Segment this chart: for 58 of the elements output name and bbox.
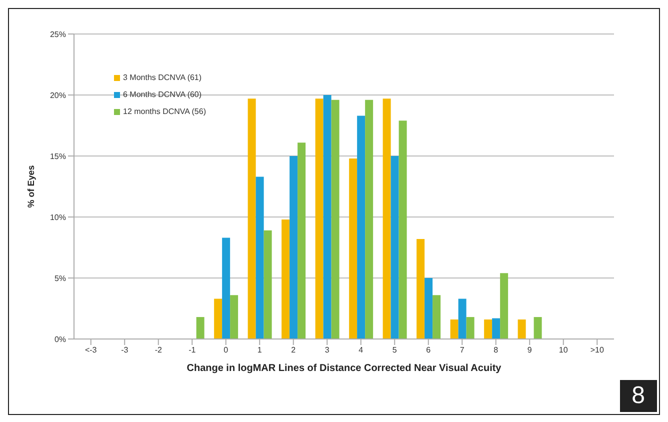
bar — [466, 317, 474, 339]
x-tick-label: 9 — [527, 346, 532, 355]
bar — [398, 120, 407, 339]
bar — [248, 98, 256, 339]
bar — [323, 95, 332, 339]
bar — [365, 100, 374, 339]
bar — [331, 100, 340, 339]
x-tick-label: -2 — [154, 346, 162, 355]
bar — [390, 156, 399, 339]
legend-label: 6 Months DCNVA (60) — [123, 89, 202, 101]
x-tick-label: 3 — [324, 346, 330, 355]
x-axis-title: Change in logMAR Lines of Distance Corrected Near Visual Acuity — [186, 363, 502, 374]
x-tick-label: <-3 — [84, 346, 98, 355]
bar — [290, 156, 298, 339]
bar — [432, 295, 441, 339]
bar — [458, 298, 466, 339]
bar — [416, 238, 425, 339]
x-tick-label: 8 — [494, 346, 499, 355]
x-tick-label: >10 — [590, 346, 604, 355]
legend-label: 3 Months DCNVA (61) — [123, 72, 202, 84]
bar — [424, 278, 433, 339]
y-tick-label: 5% — [54, 274, 66, 283]
y-tick-label: 15% — [50, 152, 66, 161]
bar — [230, 295, 238, 339]
bar — [315, 98, 324, 339]
x-tick-label: 4 — [358, 346, 364, 355]
bar — [196, 317, 204, 339]
x-tick-label: 2 — [291, 346, 296, 355]
x-tick-label: 0 — [224, 346, 229, 355]
bar — [214, 298, 222, 339]
bar — [518, 319, 526, 339]
x-tick-label: 1 — [257, 346, 262, 355]
bar — [264, 230, 272, 339]
text: 8 — [620, 380, 657, 412]
x-tick-label: 7 — [460, 346, 465, 355]
x-tick-label: 6 — [426, 346, 432, 355]
bar — [357, 116, 366, 339]
x-tick-label: -1 — [188, 346, 196, 355]
bar — [492, 318, 500, 339]
bar — [500, 273, 508, 339]
x-tick-label: 10 — [558, 346, 568, 355]
bar — [534, 317, 542, 339]
y-tick-label: 0% — [54, 334, 66, 344]
y-axis-title: % of Eyes — [26, 165, 36, 208]
bar — [484, 319, 492, 339]
legend-label: 12 months DCNVA (56) — [123, 106, 206, 118]
y-tick-label: 10% — [50, 212, 66, 222]
y-tick-label: 20% — [50, 90, 66, 100]
bar — [256, 176, 264, 339]
bar — [282, 219, 290, 339]
bar — [450, 319, 458, 339]
x-tick-label: 5 — [392, 346, 398, 355]
bar — [298, 142, 306, 339]
bar — [222, 238, 230, 339]
bar — [382, 98, 391, 339]
x-tick-label: -3 — [121, 346, 129, 355]
y-tick-label: 25% — [50, 30, 66, 39]
bar — [349, 158, 358, 339]
